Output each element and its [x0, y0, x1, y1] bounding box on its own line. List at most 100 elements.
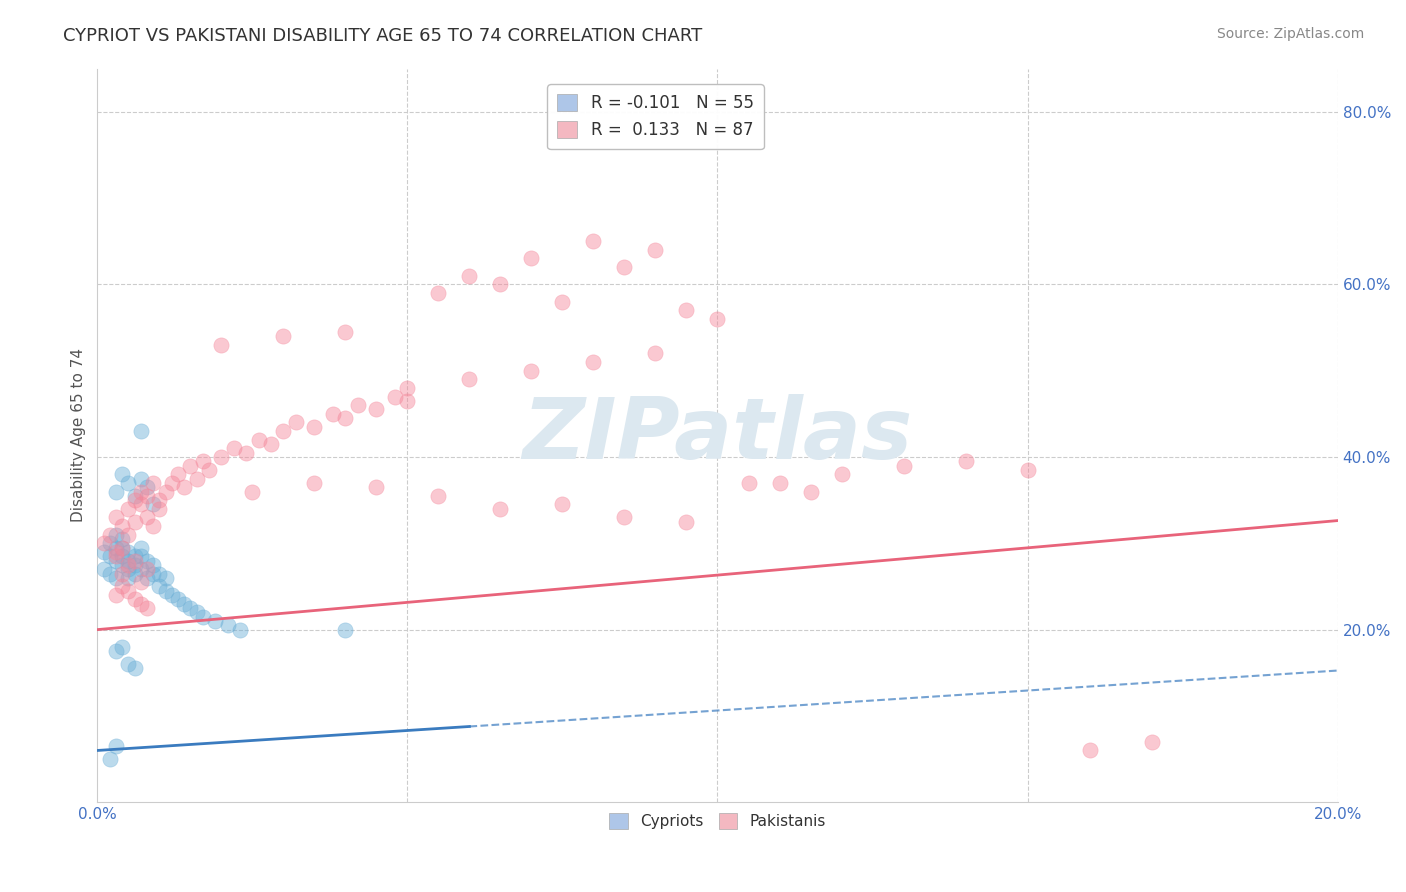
Point	[142, 558, 165, 572]
Point	[644, 243, 666, 257]
Point	[1017, 463, 1039, 477]
Point	[179, 601, 201, 615]
Point	[111, 566, 134, 581]
Point	[142, 498, 165, 512]
Point	[675, 303, 697, 318]
Point	[129, 541, 152, 555]
Point	[489, 501, 512, 516]
Text: ZIPatlas: ZIPatlas	[523, 394, 912, 477]
Point	[198, 463, 221, 477]
Point	[186, 605, 208, 619]
Point	[335, 325, 357, 339]
Point	[160, 475, 183, 490]
Point	[366, 480, 388, 494]
Point	[129, 471, 152, 485]
Point	[247, 433, 270, 447]
Point	[117, 571, 139, 585]
Point	[104, 644, 127, 658]
Point	[124, 515, 146, 529]
Point	[142, 519, 165, 533]
Point	[396, 393, 419, 408]
Point	[124, 553, 146, 567]
Point	[520, 252, 543, 266]
Point	[148, 579, 170, 593]
Point	[242, 484, 264, 499]
Point	[104, 588, 127, 602]
Point	[111, 519, 134, 533]
Point	[136, 571, 159, 585]
Point	[136, 510, 159, 524]
Text: CYPRIOT VS PAKISTANI DISABILITY AGE 65 TO 74 CORRELATION CHART: CYPRIOT VS PAKISTANI DISABILITY AGE 65 T…	[63, 27, 703, 45]
Point	[893, 458, 915, 473]
Point	[644, 346, 666, 360]
Point	[111, 467, 134, 482]
Point	[129, 424, 152, 438]
Point	[831, 467, 853, 482]
Point	[675, 515, 697, 529]
Point	[111, 558, 134, 572]
Point	[322, 407, 344, 421]
Point	[117, 558, 139, 572]
Point	[229, 623, 252, 637]
Point	[160, 588, 183, 602]
Point	[98, 536, 121, 550]
Point	[273, 329, 295, 343]
Point	[304, 475, 326, 490]
Point	[396, 381, 419, 395]
Point	[124, 661, 146, 675]
Point	[124, 493, 146, 508]
Point	[136, 601, 159, 615]
Point	[124, 566, 146, 581]
Point	[427, 285, 450, 300]
Point	[111, 541, 134, 555]
Point	[204, 614, 226, 628]
Point	[217, 618, 239, 632]
Point	[117, 501, 139, 516]
Point	[117, 545, 139, 559]
Point	[173, 480, 195, 494]
Point	[1140, 735, 1163, 749]
Point	[520, 364, 543, 378]
Point	[173, 597, 195, 611]
Point	[129, 562, 152, 576]
Point	[191, 454, 214, 468]
Point	[129, 575, 152, 590]
Point	[799, 484, 821, 499]
Point	[273, 424, 295, 438]
Point	[582, 355, 605, 369]
Point	[129, 549, 152, 564]
Point	[111, 532, 134, 546]
Point	[111, 579, 134, 593]
Legend: Cypriots, Pakistanis: Cypriots, Pakistanis	[603, 806, 832, 835]
Point	[136, 489, 159, 503]
Point	[155, 583, 177, 598]
Point	[148, 493, 170, 508]
Point	[613, 260, 636, 274]
Point	[104, 484, 127, 499]
Point	[366, 402, 388, 417]
Point	[613, 510, 636, 524]
Point	[155, 571, 177, 585]
Point	[124, 592, 146, 607]
Point	[93, 545, 115, 559]
Point	[98, 566, 121, 581]
Point	[117, 562, 139, 576]
Text: Source: ZipAtlas.com: Source: ZipAtlas.com	[1216, 27, 1364, 41]
Point	[111, 549, 134, 564]
Point	[129, 597, 152, 611]
Point	[136, 562, 159, 576]
Point	[148, 501, 170, 516]
Point	[222, 442, 245, 456]
Point	[104, 541, 127, 555]
Point	[136, 553, 159, 567]
Point	[142, 566, 165, 581]
Point	[346, 398, 368, 412]
Point	[148, 566, 170, 581]
Point	[136, 480, 159, 494]
Point	[179, 458, 201, 473]
Point	[117, 657, 139, 672]
Point	[104, 549, 127, 564]
Point	[458, 372, 481, 386]
Point	[706, 311, 728, 326]
Point	[93, 562, 115, 576]
